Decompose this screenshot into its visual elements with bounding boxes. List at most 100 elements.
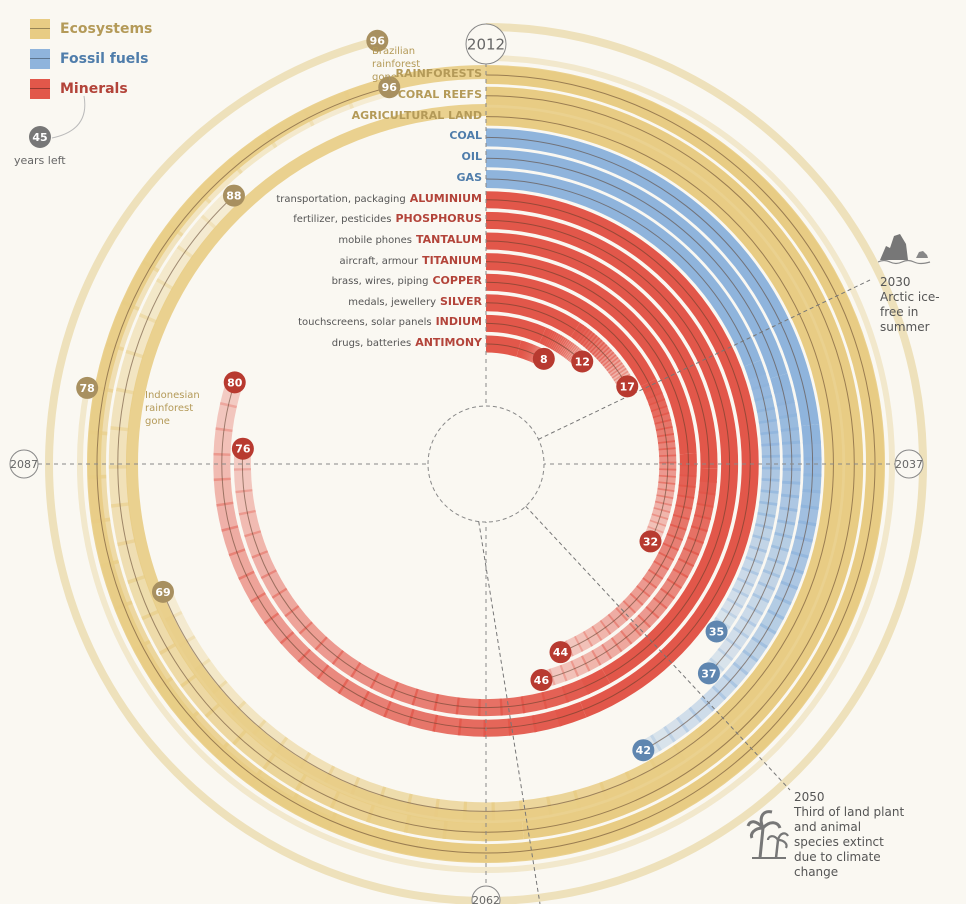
- band-indium: [485, 314, 547, 344]
- row-name: INDIUM: [435, 315, 482, 329]
- row-label-coal: COAL: [449, 129, 482, 142]
- row-name: COAL: [449, 129, 482, 143]
- band-line-titanium: [485, 261, 689, 653]
- row-label-indium: touchscreens, solar panels INDIUM: [298, 315, 482, 328]
- arctic-text: Arctic ice-free in summer: [880, 290, 940, 334]
- arctic-leader: [538, 279, 871, 440]
- row-label-phosphorus: fertilizer, pesticides PHOSPHORUS: [293, 212, 482, 225]
- species-leader: [525, 505, 791, 791]
- badge-tantalum: 46: [534, 674, 550, 687]
- row-use: fertilizer, pesticides: [293, 214, 392, 226]
- row-label-copper: brass, wires, piping COPPER: [332, 274, 482, 287]
- badge-rainforests: 96: [382, 81, 398, 94]
- row-label-coral-reefs: CORAL REEFS: [398, 88, 482, 101]
- species-text: Third of land plant and animal species e…: [794, 805, 905, 879]
- palm-icon: [746, 810, 789, 859]
- badge-copper-dot: [639, 530, 662, 553]
- year-marker-label-bottom: 2062: [472, 894, 500, 904]
- row-name: ANTIMONY: [415, 336, 482, 349]
- badge-tantalum-dot: [530, 668, 553, 691]
- row-name: PHOSPHORUS: [395, 212, 483, 226]
- row-use: transportation, packaging: [276, 193, 406, 205]
- legend-swatch: [30, 79, 50, 99]
- badge-rainforests-dot: [378, 76, 401, 99]
- legend-label: Minerals: [60, 81, 128, 97]
- chart-bands: [45, 23, 927, 904]
- legend-swatch: [30, 49, 50, 69]
- badge-agricultural-land: 69: [155, 586, 170, 599]
- row-label-gas: GAS: [457, 171, 482, 184]
- legend-label: Ecosystems: [60, 21, 153, 37]
- year-marker-bottom: [471, 885, 501, 904]
- year-marker-label-right: 2037: [895, 458, 923, 471]
- badge-antimony-dot: [532, 347, 555, 370]
- badge-antimony: 8: [540, 353, 548, 366]
- brazil-note: Brazilian rainforest gone: [372, 46, 421, 83]
- legend-item-minerals: Minerals: [30, 74, 152, 104]
- badge-indium-dot: [571, 350, 594, 373]
- year-marker-right: [894, 449, 924, 479]
- row-name: SILVER: [439, 294, 482, 308]
- arctic-milestone: 2030 Arctic ice-free in summer: [880, 275, 960, 335]
- badge-coral-reefs: 88: [226, 190, 241, 203]
- indonesia-note: Indonesian rainforest gone: [145, 390, 200, 427]
- row-name: OIL: [461, 150, 482, 164]
- band-line-gas: [485, 178, 772, 632]
- band-line-tantalum: [485, 240, 710, 681]
- legend-swatch: [30, 19, 50, 39]
- badge-oil-dot: [697, 662, 720, 685]
- row-name: TANTALUM: [415, 233, 482, 246]
- badge-years-left-dot: [29, 126, 51, 148]
- badge-gas-dot: [705, 620, 728, 643]
- badge-silver-dot: [616, 375, 639, 398]
- badge-phosphorus-dot: [231, 437, 254, 460]
- arctic-year: 2030: [880, 275, 911, 289]
- row-use: medals, jewellery: [348, 296, 436, 308]
- row-label-tantalum: mobile phones TANTALUM: [338, 233, 482, 246]
- badge-aluminium-dot: [223, 371, 246, 394]
- year-marker-left: [9, 449, 39, 479]
- row-label-titanium: aircraft, armour TITANIUM: [340, 254, 482, 267]
- badge-coal-dot: [632, 739, 655, 762]
- year-marker-label-top: 2012: [467, 35, 505, 53]
- years-left-curve: [51, 95, 86, 139]
- legend-item-fossil-fuels: Fossil fuels: [30, 44, 152, 74]
- year-marker-label-left: 2087: [10, 458, 38, 471]
- badge-titanium: 44: [553, 646, 569, 659]
- row-use: drugs, batteries: [331, 338, 412, 349]
- band-line-oil: [485, 157, 793, 674]
- row-name: COPPER: [432, 274, 482, 288]
- badge-titanium-dot: [549, 641, 572, 664]
- badge-agricultural-land-dot: [151, 580, 174, 603]
- band-line-agricultural-land: [162, 116, 834, 812]
- badge-brazil: 96: [370, 35, 386, 48]
- row-use: mobile phones: [338, 235, 412, 246]
- badge-coal: 42: [636, 744, 651, 757]
- row-label-agricultural-land: AGRICULTURAL LAND: [352, 109, 482, 122]
- row-label-silver: medals, jewellery SILVER: [348, 295, 482, 308]
- badge-indium: 12: [575, 356, 590, 369]
- row-use: touchscreens, solar panels: [298, 317, 432, 329]
- lower-leader: [478, 521, 541, 904]
- row-label-oil: OIL: [462, 150, 482, 163]
- row-label-rainforests: RAINFORESTS: [396, 67, 482, 80]
- species-milestone: 2050 Third of land plant and animal spec…: [794, 790, 909, 880]
- row-name: AGRICULTURAL LAND: [351, 108, 482, 122]
- band-line-coal: [485, 136, 814, 751]
- row-name: TITANIUM: [422, 253, 482, 267]
- row-label-aluminium: transportation, packaging ALUMINIUM: [276, 192, 482, 205]
- badge-silver: 17: [620, 380, 635, 393]
- years-left-label: years left: [14, 154, 66, 167]
- band-line-aluminium: [221, 199, 751, 729]
- chart-badges: 2012 2037 2062 2087 96 88 69 42 37 35 80 76 46 44 32 17…: [9, 23, 924, 904]
- badge-phosphorus: 76: [235, 443, 251, 456]
- chart-guides: [38, 55, 895, 904]
- band-line-copper: [485, 281, 669, 542]
- row-name: GAS: [456, 171, 482, 184]
- species-year: 2050: [794, 790, 825, 804]
- row-use: brass, wires, piping: [331, 276, 429, 288]
- band-line-phosphorus: [241, 219, 731, 709]
- year-marker-top: [465, 23, 507, 65]
- row-name: ALUMINIUM: [409, 191, 482, 205]
